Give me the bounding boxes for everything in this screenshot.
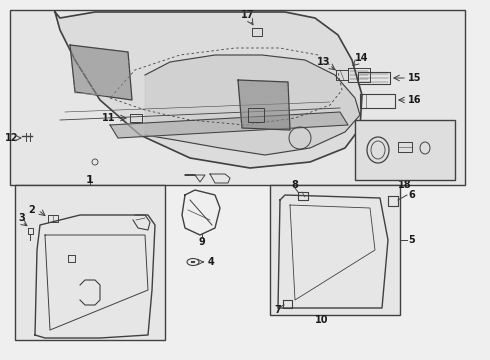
Bar — [248, 108, 264, 122]
Text: 5: 5 — [408, 235, 415, 245]
Text: 1: 1 — [86, 175, 94, 185]
Bar — [15, 185, 165, 340]
Polygon shape — [110, 112, 348, 138]
Text: 4: 4 — [208, 257, 215, 267]
Text: 16: 16 — [408, 95, 421, 105]
Text: 13: 13 — [317, 57, 330, 67]
Bar — [10, 10, 465, 185]
Text: 10: 10 — [315, 315, 328, 325]
Bar — [270, 185, 400, 315]
Text: 9: 9 — [198, 237, 205, 247]
Text: 6: 6 — [408, 190, 415, 200]
Polygon shape — [70, 45, 132, 100]
Text: 17: 17 — [241, 10, 255, 20]
Text: 7: 7 — [274, 305, 281, 315]
Text: 12: 12 — [5, 133, 19, 143]
Text: 14: 14 — [355, 53, 368, 63]
Text: 8: 8 — [292, 180, 298, 190]
Text: 15: 15 — [408, 73, 421, 83]
Bar — [355, 120, 455, 180]
Polygon shape — [55, 12, 362, 168]
Polygon shape — [238, 80, 290, 130]
Text: 11: 11 — [101, 113, 115, 123]
Text: 2: 2 — [28, 205, 35, 215]
Text: 3: 3 — [19, 213, 25, 223]
Text: 18: 18 — [398, 180, 412, 190]
Polygon shape — [145, 55, 360, 155]
